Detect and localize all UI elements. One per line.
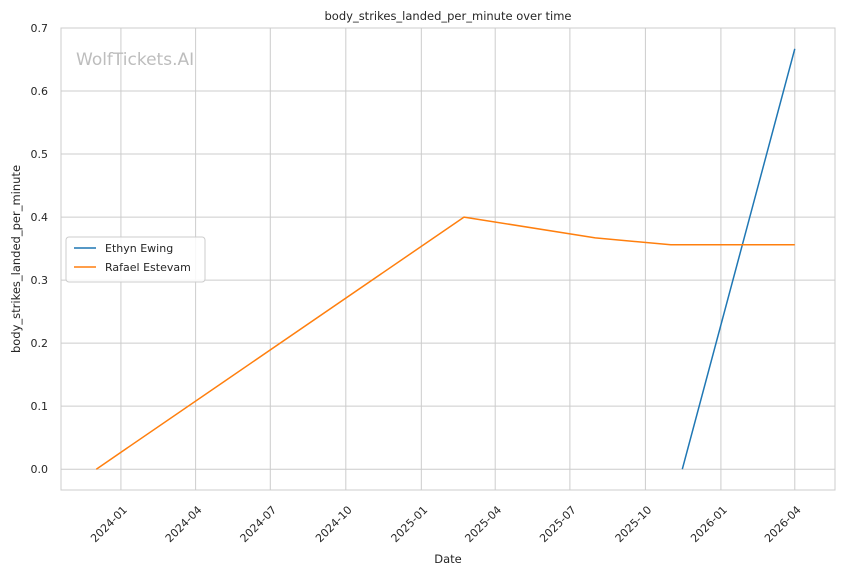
chart-title: body_strikes_landed_per_minute over time [325, 9, 572, 23]
x-axis-label: Date [434, 552, 462, 566]
y-tick-label: 0.1 [31, 400, 49, 413]
legend-label: Rafael Estevam [105, 261, 191, 274]
series-layer [95, 48, 796, 470]
watermark-text: WolfTickets.AI [76, 50, 194, 70]
series-line [681, 48, 796, 470]
plot-frame [60, 27, 836, 491]
legend-label: Ethyn Ewing [105, 242, 173, 255]
y-tick-label: 0.6 [31, 85, 49, 98]
y-tick-label: 0.2 [31, 337, 49, 350]
y-tick-label: 0.5 [31, 148, 49, 161]
y-axis-label: body_strikes_landed_per_minute [9, 165, 23, 353]
y-tick-label: 0.7 [31, 22, 49, 35]
y-axis-ticks: 0.0 0.1 0.2 0.3 0.4 0.5 0.6 0.7 [31, 22, 49, 476]
y-tick-label: 0.0 [31, 463, 49, 476]
legend: Ethyn Ewing Rafael Estevam [65, 236, 206, 283]
legend-box [65, 236, 206, 283]
series-line [95, 216, 795, 470]
y-tick-label: 0.3 [31, 274, 49, 287]
y-tick-label: 0.4 [31, 211, 49, 224]
